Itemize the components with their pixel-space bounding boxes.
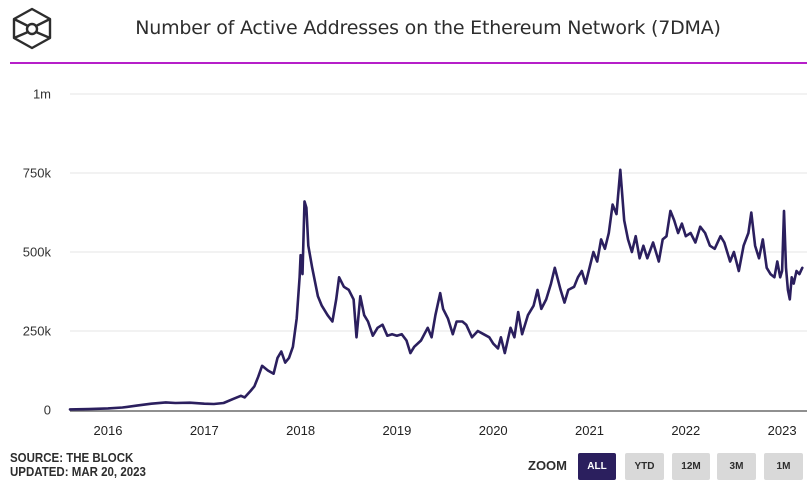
y-tick-label: 0 — [44, 403, 51, 418]
zoom-1m-button[interactable]: 1M — [764, 453, 803, 480]
source-note: SOURCE: THE BLOCK UPDATED: MAR 20, 2023 — [10, 451, 146, 479]
x-tick-label: 2023 — [768, 423, 797, 438]
zoom-ytd-button[interactable]: YTD — [625, 453, 664, 480]
x-tick-label: 2016 — [94, 423, 123, 438]
y-axis: 0 250k 500k 750k 1m — [23, 87, 52, 418]
source-text: SOURCE: THE BLOCK — [10, 451, 134, 465]
zoom-all-button[interactable]: ALL — [578, 453, 616, 480]
chart-title: Number of Active Addresses on the Ethere… — [135, 17, 721, 39]
zoom-3m-button[interactable]: 3M — [717, 453, 756, 480]
x-axis: 2016 2017 2018 2019 2020 2021 2022 2023 — [70, 410, 807, 438]
series-line-active-addresses[interactable] — [68, 168, 804, 411]
updated-text: UPDATED: MAR 20, 2023 — [10, 465, 146, 479]
x-tick-label: 2017 — [190, 423, 219, 438]
y-tick-label: 1m — [33, 87, 51, 102]
x-tick-label: 2022 — [671, 423, 700, 438]
line-chart[interactable]: 0 250k 500k 750k 1m 2016 2017 2018 2019 2020 2021… — [0, 70, 811, 440]
cube-logo-icon — [12, 7, 52, 50]
zoom-12m-button[interactable]: 12M — [672, 453, 710, 480]
title-divider — [10, 62, 807, 64]
x-tick-label: 2019 — [382, 423, 411, 438]
zoom-label: ZOOM — [528, 458, 567, 473]
y-tick-label: 500k — [23, 245, 52, 260]
y-tick-label: 750k — [23, 166, 52, 181]
y-tick-label: 250k — [23, 324, 52, 339]
x-tick-label: 2020 — [479, 423, 508, 438]
x-tick-label: 2018 — [286, 423, 315, 438]
x-tick-label: 2021 — [575, 423, 604, 438]
gridlines — [70, 93, 807, 332]
